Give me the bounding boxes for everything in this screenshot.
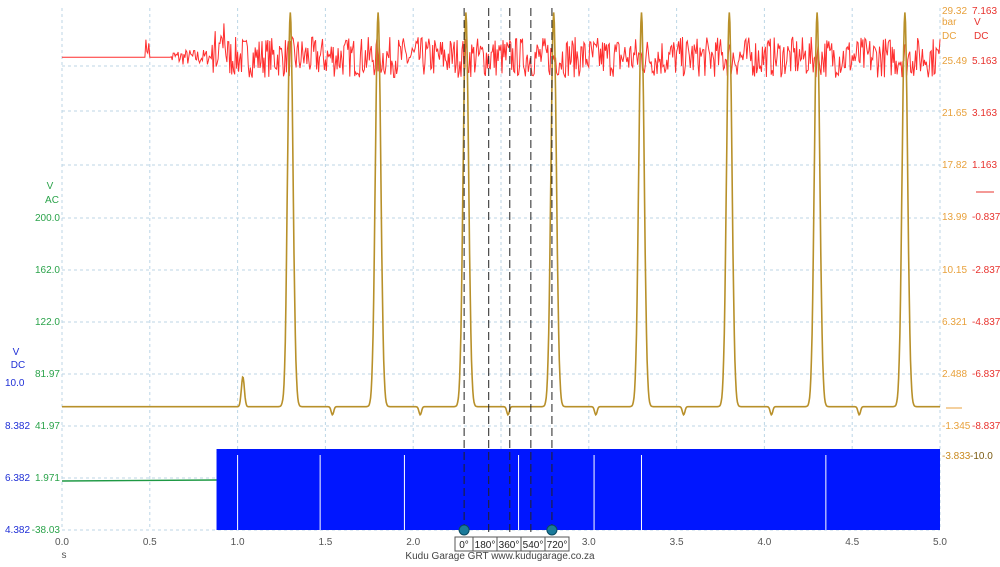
cursor-label: 360° xyxy=(499,540,520,551)
red-volts-tick-label: 7.163 xyxy=(972,6,997,17)
blue-signal-band xyxy=(216,452,940,530)
x-tick-label: 0.5 xyxy=(143,537,157,548)
blue-volts-tick-label: 10.0 xyxy=(5,378,25,389)
x-tick-label: 3.5 xyxy=(670,537,684,548)
ac-volts-tick-label: 1.971 xyxy=(35,473,60,484)
x-unit-label: s xyxy=(62,550,67,561)
x-tick-label: 1.0 xyxy=(231,537,245,548)
gold-pressure-trace xyxy=(62,12,940,417)
ac-volts-tick-label: 81.97 xyxy=(35,369,60,380)
red-volts-tick-label: 3.163 xyxy=(972,108,997,119)
ac-volts-tick-label: 41.97 xyxy=(35,421,60,432)
pressure-unit-label: bar xyxy=(942,17,957,28)
ac-volts-tick-label: 162.0 xyxy=(35,265,60,276)
pressure-tick-label: 29.32 xyxy=(942,6,967,17)
red-volts-tick-label: -8.837 xyxy=(972,421,1000,432)
pressure-tick-label: 6.321 xyxy=(942,317,967,328)
blue-volts-tick-label: 6.382 xyxy=(5,473,30,484)
x-tick-label: 4.0 xyxy=(757,537,771,548)
blue-volts-unit-label: V xyxy=(13,347,20,358)
red-volts-tick-label: -6.837 xyxy=(972,369,1000,380)
red-volts-unit-label: V xyxy=(974,17,981,28)
ac-volts-tick-label: 122.0 xyxy=(35,317,60,328)
blue-volts-tick-label: 4.382 xyxy=(5,525,30,536)
red-volts-tick-label: 1.163 xyxy=(972,160,997,171)
red-volts-tick-label: -4.837 xyxy=(972,317,1000,328)
red-volts-tick-label: -2.837 xyxy=(972,265,1000,276)
pressure-tick-label: 2.488 xyxy=(942,369,967,380)
x-tick-label: 1.5 xyxy=(318,537,332,548)
pressure-tick-label: 25.49 xyxy=(942,56,967,67)
right-extra-tick-label: -3.833 xyxy=(942,451,971,462)
right-extra-tick-label: -10.0 xyxy=(970,451,993,462)
cursor-label: 0° xyxy=(459,540,469,551)
cursor-handle-end xyxy=(546,524,558,536)
ac-volts-tick-label: 200.0 xyxy=(35,213,60,224)
pressure-tick-label: 13.99 xyxy=(942,212,967,223)
pressure-tick-label: 10.15 xyxy=(942,265,967,276)
pressure-tick-label: -1.345 xyxy=(942,421,971,432)
x-tick-label: 4.5 xyxy=(845,537,859,548)
cursor-label: 720° xyxy=(547,540,568,551)
x-tick-label: 3.0 xyxy=(582,537,596,548)
x-tick-label: 2.0 xyxy=(406,537,420,548)
blue-volts-tick-label: 8.382 xyxy=(5,421,30,432)
cursor-label-box xyxy=(544,536,570,552)
red-volts-coupling-label: DC xyxy=(974,31,988,42)
ac-volts-unit-label: V xyxy=(47,181,54,192)
cursor-label: 180° xyxy=(475,540,496,551)
x-tick-label: 5.0 xyxy=(933,537,947,548)
red-pressure-trace xyxy=(62,23,941,79)
green-ac-trace xyxy=(61,479,217,482)
blue-signal-top xyxy=(216,449,940,453)
watermark: Kudu Garage GRT www.kudugarage.co.za xyxy=(405,551,595,562)
pressure-tick-label: 21.65 xyxy=(942,108,967,119)
red-volts-tick-label: -0.837 xyxy=(972,212,1000,223)
ac-volts-coupling-label: AC xyxy=(45,195,59,206)
x-tick-label: 0.0 xyxy=(55,537,69,548)
pressure-tick-label: 17.82 xyxy=(942,160,967,171)
pressure-coupling-label: DC xyxy=(942,31,956,42)
red-volts-tick-label: 5.163 xyxy=(972,56,997,67)
ac-volts-tick-label: -38.03 xyxy=(32,525,61,536)
cursor-handle-start xyxy=(458,524,470,536)
cursor-label: 540° xyxy=(523,540,544,551)
blue-volts-coupling-label: DC xyxy=(11,360,25,371)
